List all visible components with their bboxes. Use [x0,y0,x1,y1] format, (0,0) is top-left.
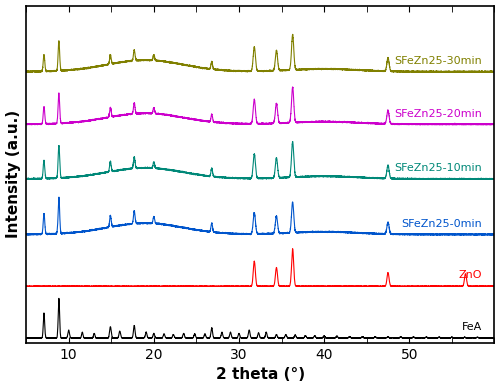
Text: ZnO: ZnO [458,270,481,281]
Text: SFeZn25-20min: SFeZn25-20min [394,109,482,119]
X-axis label: 2 theta (°): 2 theta (°) [216,367,305,383]
Text: SFeZn25-0min: SFeZn25-0min [401,219,481,229]
Y-axis label: Intensity (a.u.): Intensity (a.u.) [6,110,20,238]
Text: FeA: FeA [462,322,481,332]
Text: SFeZn25-30min: SFeZn25-30min [394,56,482,66]
Text: SFeZn25-10min: SFeZn25-10min [394,163,482,173]
